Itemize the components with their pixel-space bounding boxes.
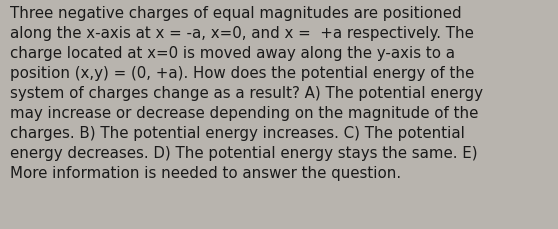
Text: Three negative charges of equal magnitudes are positioned
along the x-axis at x : Three negative charges of equal magnitud… <box>10 6 483 180</box>
